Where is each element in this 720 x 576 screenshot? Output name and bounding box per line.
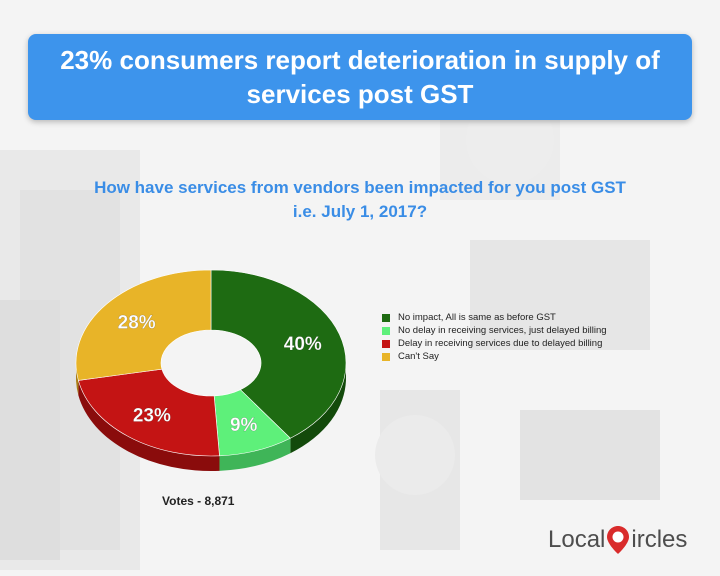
legend-swatch — [382, 313, 390, 322]
votes-count: Votes - 8,871 — [162, 494, 235, 508]
slice-side-2 — [78, 380, 220, 472]
poll-question-line-2: i.e. July 1, 2017? — [292, 202, 428, 221]
slice-side-0 — [290, 363, 346, 454]
slice-side-1 — [219, 438, 291, 471]
poll-question-line-1: How have services from vendors been impa… — [94, 178, 626, 197]
legend-item: Can't Say — [382, 350, 607, 363]
legend-item: Delay in receiving services due to delay… — [382, 337, 607, 350]
legend-label: No delay in receiving services, just del… — [398, 325, 607, 336]
legend-swatch — [382, 326, 390, 335]
legend-item: No impact, All is same as before GST — [382, 311, 607, 324]
slice-label-0: 40% — [284, 334, 322, 355]
legend-item: No delay in receiving services, just del… — [382, 324, 607, 337]
localcircles-logo: Local ircles — [548, 525, 687, 555]
logo-text-right: ircles — [631, 526, 688, 553]
headline-banner: 23% consumers report deterioration in su… — [28, 34, 692, 120]
poll-question: How have services from vendors been impa… — [40, 176, 680, 224]
donut-hole — [161, 330, 261, 396]
legend-label: Can't Say — [398, 351, 439, 362]
chart-legend: No impact, All is same as before GST No … — [382, 311, 607, 363]
location-pin-icon — [607, 526, 630, 554]
slice-0 — [210, 269, 347, 439]
headline-title: 23% consumers report deterioration in su… — [60, 45, 660, 109]
slice-label-1: 9% — [230, 415, 258, 436]
logo-text-left: Local — [548, 526, 606, 553]
slice-label-2: 23% — [133, 405, 171, 426]
slice-label-3: 28% — [118, 313, 156, 334]
legend-label: No impact, All is same as before GST — [398, 312, 556, 323]
slice-2 — [78, 368, 220, 457]
legend-label: Delay in receiving services due to delay… — [398, 338, 603, 349]
legend-swatch — [382, 352, 390, 361]
legend-swatch — [382, 339, 390, 348]
slice-side-3 — [76, 363, 79, 396]
slice-3 — [75, 269, 212, 381]
